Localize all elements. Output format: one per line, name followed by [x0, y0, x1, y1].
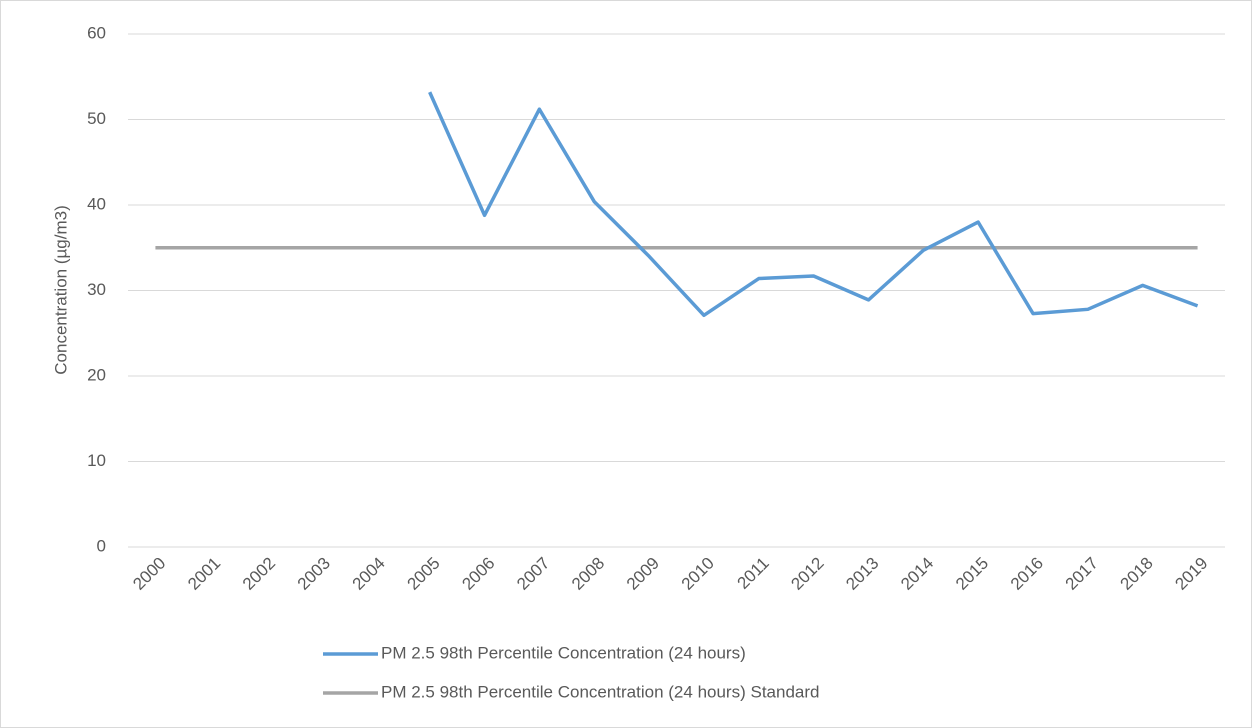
y-tick-label: 0	[97, 536, 106, 555]
y-tick-label: 30	[87, 280, 106, 299]
y-axis-label: Concentration (µg/m3)	[51, 205, 70, 374]
y-tick-label: 40	[87, 194, 106, 213]
y-tick-label: 50	[87, 109, 106, 128]
y-tick-label: 20	[87, 365, 106, 384]
legend-label: PM 2.5 98th Percentile Concentration (24…	[381, 682, 819, 701]
y-tick-label: 60	[87, 23, 106, 42]
series-line	[428, 91, 1199, 318]
legend-label: PM 2.5 98th Percentile Concentration (24…	[381, 643, 746, 662]
y-tick-label: 10	[87, 451, 106, 470]
